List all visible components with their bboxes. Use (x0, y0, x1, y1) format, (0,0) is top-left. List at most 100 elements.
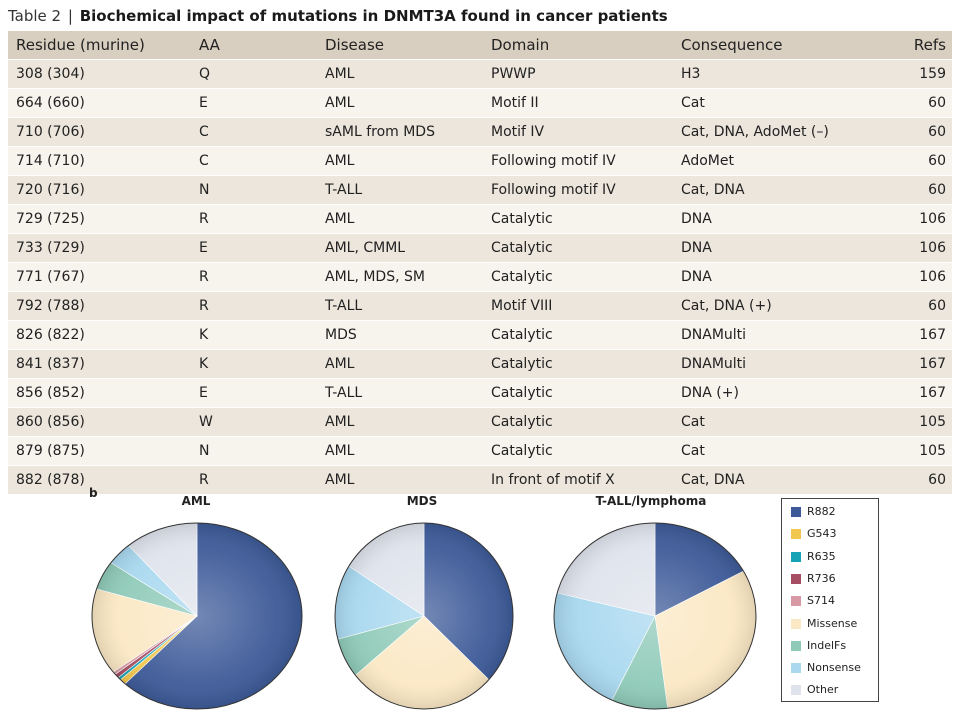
cell-residue: 882 (878) (8, 465, 191, 495)
header-refs: Refs (882, 31, 952, 60)
chart-legend: R882 G543 R635 R736 S714 Missense IndelFs Nonse… (781, 498, 879, 702)
cell-refs: 167 (882, 349, 952, 379)
table-row: 882 (878) R AML In front of motif X Cat, DNA… (8, 465, 952, 495)
legend-label: Missense (807, 616, 858, 630)
cell-aa: Q (191, 59, 317, 89)
pie-title-tall: T-ALL/lymphoma (595, 494, 707, 508)
cell-aa: K (191, 349, 317, 379)
cell-consequence: Cat (673, 436, 882, 466)
cell-consequence: Cat, DNA (673, 175, 882, 205)
cell-domain: Motif IV (483, 117, 673, 147)
cell-domain: Catalytic (483, 378, 673, 408)
cell-domain: Catalytic (483, 407, 673, 437)
cell-residue: 826 (822) (8, 320, 191, 350)
cell-refs: 167 (882, 320, 952, 350)
table-row: 879 (875) N AML Catalytic Cat 105 (8, 436, 952, 466)
cell-consequence: DNA (673, 262, 882, 292)
cell-aa: R (191, 204, 317, 234)
cell-consequence: DNAMulti (673, 320, 882, 350)
cell-consequence: DNA (673, 204, 882, 234)
cell-refs: 106 (882, 204, 952, 234)
cell-disease: AML (317, 59, 483, 89)
cell-disease: AML (317, 146, 483, 176)
cell-residue: 733 (729) (8, 233, 191, 263)
table-row: 664 (660) E AML Motif II Cat 60 (8, 88, 952, 118)
legend-swatch (791, 529, 801, 540)
legend-item: R736 (791, 571, 836, 587)
cell-refs: 159 (882, 59, 952, 89)
cell-aa: E (191, 88, 317, 118)
cell-consequence: Cat, DNA (+) (673, 291, 882, 321)
legend-label: R736 (807, 571, 836, 585)
header-domain: Domain (483, 31, 673, 60)
pie-chart-tall (553, 522, 757, 710)
cell-refs: 60 (882, 88, 952, 118)
table-title: Biochemical impact of mutations in DNMT3… (79, 7, 668, 25)
pie-chart-mds (334, 522, 514, 710)
cell-refs: 106 (882, 262, 952, 292)
cell-disease: sAML from MDS (317, 117, 483, 147)
legend-swatch (791, 573, 801, 584)
cell-residue: 308 (304) (8, 59, 191, 89)
legend-swatch (791, 663, 801, 674)
cell-aa: C (191, 146, 317, 176)
cell-domain: Catalytic (483, 204, 673, 234)
table-row: 771 (767) R AML, MDS, SM Catalytic DNA 106 (8, 262, 952, 292)
cell-disease: AML (317, 349, 483, 379)
pie-outline-aml (91, 522, 303, 710)
table-body: 308 (304) Q AML PWWP H3 159 664 (660) E AML Motif… (8, 59, 952, 495)
cell-domain: Following motif IV (483, 175, 673, 205)
legend-swatch (791, 596, 801, 607)
table-row: 733 (729) E AML, CMML Catalytic DNA 106 (8, 233, 952, 263)
table-caption: Table 2 | Biochemical impact of mutation… (8, 5, 952, 27)
legend-label: Nonsense (807, 661, 861, 675)
cell-refs: 60 (882, 175, 952, 205)
table-row: 826 (822) K MDS Catalytic DNAMulti 167 (8, 320, 952, 350)
panel-label: b (89, 486, 98, 500)
cell-refs: 105 (882, 436, 952, 466)
cell-disease: AML (317, 88, 483, 118)
header-consequence: Consequence (673, 31, 882, 60)
cell-aa: W (191, 407, 317, 437)
pie-outline-tall (553, 522, 757, 710)
cell-domain: Motif VIII (483, 291, 673, 321)
cell-disease: AML (317, 465, 483, 495)
cell-refs: 167 (882, 378, 952, 408)
legend-item: R635 (791, 549, 836, 565)
legend-item: Other (791, 682, 838, 698)
table-row: 720 (716) N T-ALL Following motif IV Cat, DN… (8, 175, 952, 205)
legend-item: G543 (791, 526, 837, 542)
legend-swatch (791, 685, 801, 696)
legend-label: R635 (807, 549, 836, 563)
cell-aa: C (191, 117, 317, 147)
cell-aa: K (191, 320, 317, 350)
cell-disease: T-ALL (317, 175, 483, 205)
cell-consequence: Cat, DNA (673, 465, 882, 495)
table-row: 308 (304) Q AML PWWP H3 159 (8, 59, 952, 89)
cell-aa: N (191, 175, 317, 205)
cell-residue: 856 (852) (8, 378, 191, 408)
cell-consequence: Cat, DNA, AdoMet (–) (673, 117, 882, 147)
cell-residue: 710 (706) (8, 117, 191, 147)
cell-disease: AML (317, 204, 483, 234)
cell-consequence: AdoMet (673, 146, 882, 176)
header-disease: Disease (317, 31, 483, 60)
legend-swatch (791, 640, 801, 651)
cell-domain: In front of motif X (483, 465, 673, 495)
cell-aa: R (191, 291, 317, 321)
table-header-row: Residue (murine) AA Disease Domain Conse… (8, 31, 952, 60)
pie-title-mds: MDS (406, 494, 438, 508)
pie-title-aml: AML (181, 494, 211, 508)
cell-residue: 729 (725) (8, 204, 191, 234)
cell-refs: 105 (882, 407, 952, 437)
legend-item: R882 (791, 504, 836, 520)
cell-refs: 60 (882, 146, 952, 176)
cell-refs: 60 (882, 291, 952, 321)
cell-residue: 720 (716) (8, 175, 191, 205)
legend-swatch (791, 507, 801, 517)
table-number: Table 2 (8, 7, 62, 25)
legend-item: IndelFs (791, 638, 846, 654)
legend-label: IndelFs (807, 638, 847, 652)
cell-disease: T-ALL (317, 378, 483, 408)
